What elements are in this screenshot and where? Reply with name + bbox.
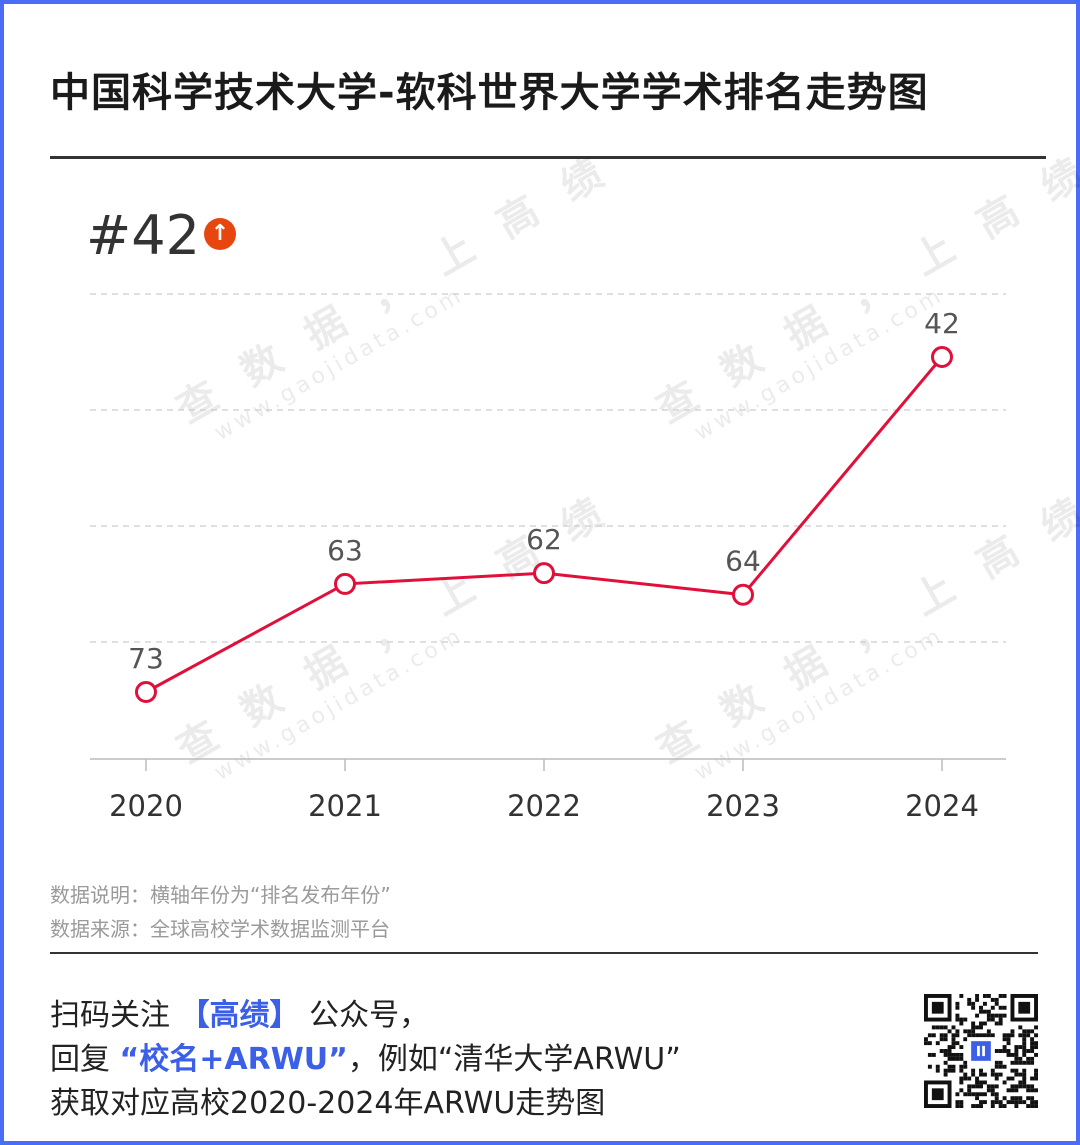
data-point [334, 572, 356, 595]
footer-line-2: 回复 “校名+ARWU”，例如“清华大学ARWU” [50, 1042, 681, 1077]
data-label: 63 [327, 534, 363, 567]
current-rank: #42 [86, 204, 200, 267]
data-point [533, 562, 555, 585]
data-label: 42 [924, 307, 960, 340]
footer-line-1: 扫码关注 【高绩】 公众号， [50, 998, 430, 1033]
footer-text: 扫码关注 【高绩】 公众号， 回复 “校名+ARWU”，例如“清华大学ARWU”… [50, 994, 681, 1126]
chart-title: 中国科学技术大学-软科世界大学学术排名走势图 [50, 70, 929, 116]
x-tick-label: 2022 [507, 789, 581, 823]
data-point [931, 346, 953, 368]
x-tick-label: 2023 [706, 789, 780, 823]
qr-code-icon[interactable] [924, 994, 1038, 1108]
data-label: 73 [128, 642, 164, 675]
data-point [135, 681, 157, 703]
arrow-up-icon: ↑ [204, 218, 236, 250]
data-label: 62 [526, 523, 562, 556]
note-description: 数据说明：横轴年份为“排名发布年份” [50, 883, 391, 907]
note-source: 数据来源：全球高校学术数据监测平台 [50, 917, 390, 941]
x-tick-label: 2024 [905, 789, 979, 823]
line-chart: 2020 2021 2022 2023 2024 73 63 62 64 42 [90, 293, 1006, 823]
footer-divider [50, 952, 1038, 954]
title-divider [50, 156, 1046, 159]
data-point [732, 583, 754, 606]
account-name: 【高绩】 [179, 998, 300, 1033]
reply-keyword: “校名+ARWU” [119, 1042, 348, 1077]
data-label: 64 [725, 545, 761, 578]
footer-line-3: 获取对应高校2020-2024年ARWU走势图 [50, 1086, 606, 1121]
x-tick-label: 2021 [308, 789, 382, 823]
notes: 数据说明：横轴年份为“排名发布年份” 数据来源：全球高校学术数据监测平台 [50, 878, 391, 946]
x-tick-label: 2020 [109, 789, 183, 823]
